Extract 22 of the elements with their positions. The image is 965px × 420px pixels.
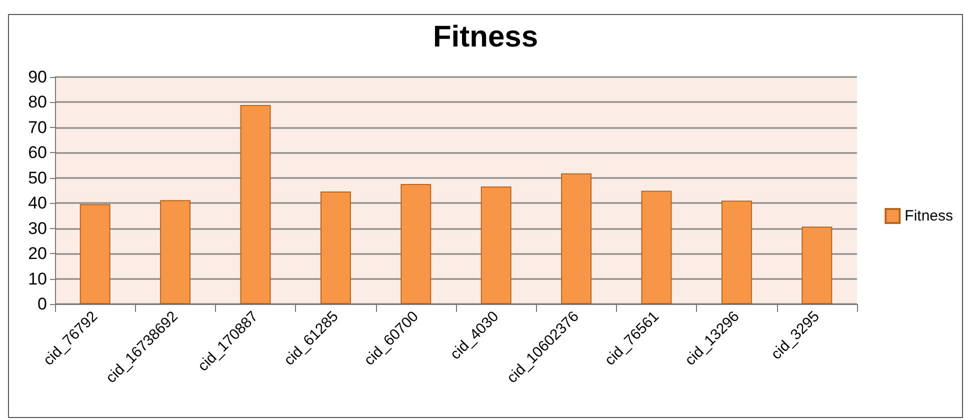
bar: [400, 184, 432, 304]
y-tick-label: 40: [28, 194, 47, 213]
bar: [561, 173, 592, 304]
bar: [80, 204, 110, 304]
bar: [641, 190, 672, 304]
y-tick-label: 20: [28, 244, 47, 264]
bar: [802, 226, 832, 304]
chart-title: Fitness: [432, 20, 538, 54]
y-tick-label: 60: [28, 143, 47, 162]
y-tick-label: 50: [28, 168, 47, 188]
y-tick-label: 80: [28, 92, 47, 112]
bar: [160, 200, 191, 304]
y-tick-label: 10: [28, 269, 47, 288]
legend-label: Fitness: [904, 208, 954, 224]
y-tick-label: 90: [28, 68, 47, 86]
y-tick-label: 0: [38, 294, 47, 314]
bar: [240, 104, 271, 304]
y-tick-label: 30: [28, 218, 47, 238]
y-tick-label: 70: [28, 118, 47, 137]
bar: [480, 186, 512, 304]
bar: [320, 192, 351, 304]
bar: [721, 200, 752, 304]
